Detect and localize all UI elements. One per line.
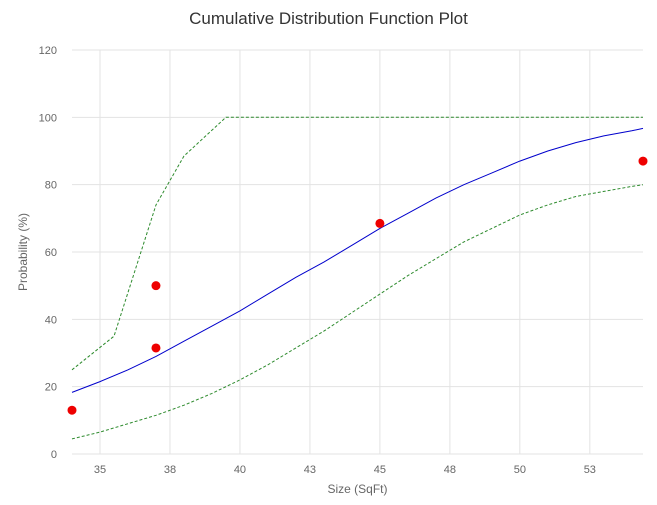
data-point-2[interactable] (151, 281, 161, 291)
data-point-4[interactable] (638, 156, 648, 166)
chart-title: Cumulative Distribution Function Plot (189, 9, 468, 28)
y-tick-label: 20 (45, 382, 57, 394)
y-tick-label: 80 (45, 180, 57, 192)
data-point-3[interactable] (375, 218, 385, 228)
confidence-bound-line-2 (71, 184, 644, 440)
y-tick-label: 40 (45, 314, 57, 326)
x-tick-label: 48 (444, 464, 456, 476)
y-tick-label: 100 (39, 112, 57, 124)
x-tick-label: 53 (584, 464, 596, 476)
x-tick-label: 38 (164, 464, 176, 476)
y-tick-label: 60 (45, 247, 57, 259)
x-axis-title: Size (SqFt) (327, 482, 387, 496)
x-tick-label: 40 (234, 464, 246, 476)
y-tick-label: 120 (39, 45, 57, 57)
x-tick-label: 50 (514, 464, 526, 476)
data-point-1[interactable] (151, 343, 161, 353)
confidence-bound-line-1 (71, 116, 643, 371)
x-tick-label: 43 (304, 464, 316, 476)
x-tick-label: 35 (94, 464, 106, 476)
y-axis-title: Probability (%) (16, 213, 30, 291)
x-tick-label: 45 (374, 464, 386, 476)
y-tick-label: 0 (51, 449, 57, 461)
cdf-fit-line-0 (71, 127, 644, 393)
data-point-0[interactable] (67, 405, 77, 415)
